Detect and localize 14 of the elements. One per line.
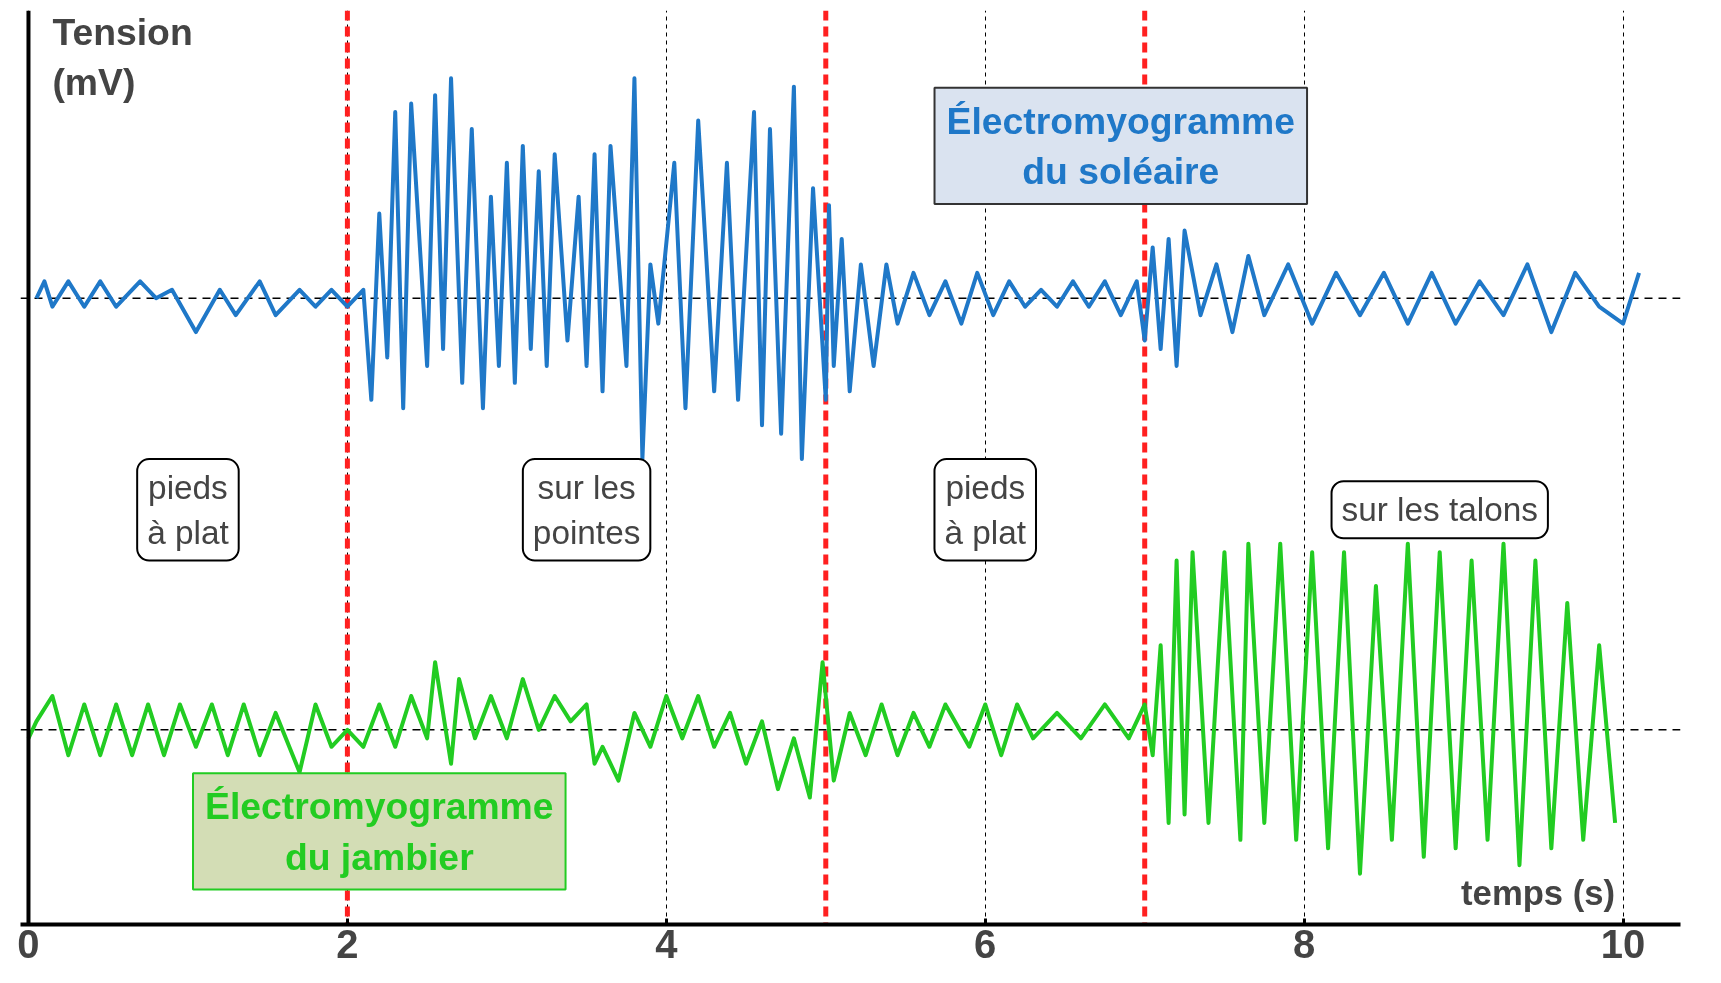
x-tick-label: 0 [17, 921, 40, 966]
annotation: sur les talons [1341, 491, 1538, 529]
x-tick-label: 2 [336, 921, 359, 966]
x-tick-label: 8 [1293, 921, 1316, 966]
series-label: Électromyogramme du soléaire [946, 99, 1296, 193]
y-axis-title: Tension (mV) [52, 10, 193, 103]
x-tick-label: 10 [1600, 921, 1646, 966]
series-label: Électromyogramme du jambier [205, 785, 554, 878]
x-tick-label: 6 [974, 921, 997, 966]
annotation: pieds à plat [944, 469, 1027, 551]
annotation: pieds à plat [147, 469, 230, 551]
x-tick-label: 4 [655, 921, 679, 966]
annotation: sur les pointes [532, 469, 641, 551]
x-axis-title: temps (s) [1461, 873, 1616, 912]
